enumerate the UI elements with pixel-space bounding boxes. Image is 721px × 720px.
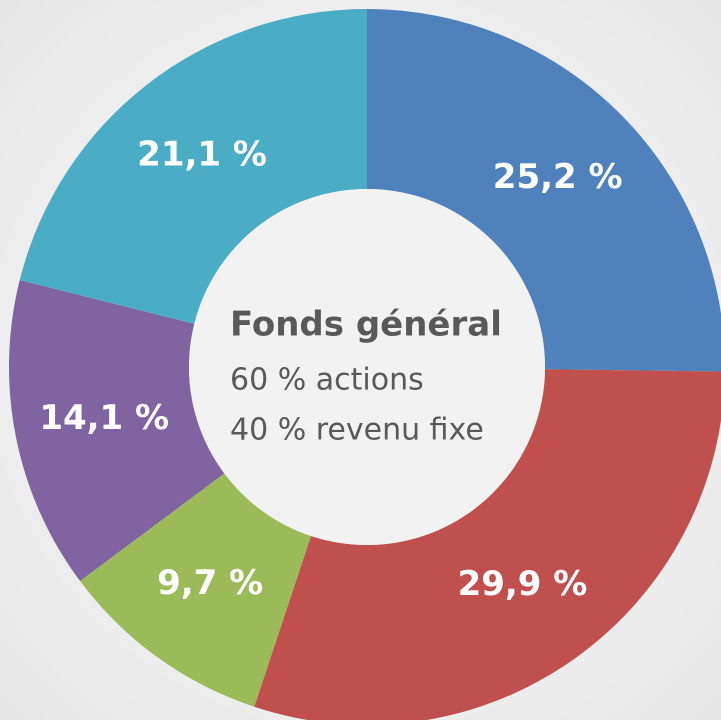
data-label: 21,1 % <box>137 134 267 174</box>
wedge <box>19 9 368 324</box>
wedge <box>254 369 721 720</box>
data-label: 14,1 % <box>39 398 169 438</box>
wedge <box>8 280 225 582</box>
center-line: 40 % revenu fixe <box>230 413 484 448</box>
center-title: Fonds général <box>230 305 502 345</box>
wedge <box>367 9 721 372</box>
data-label: 9,7 % <box>157 563 263 603</box>
center-hole <box>189 189 545 545</box>
center-line: 60 % actions <box>230 363 424 398</box>
data-label: 29,9 % <box>458 564 588 604</box>
wedge <box>80 473 311 707</box>
data-label: 25,2 % <box>493 157 623 197</box>
